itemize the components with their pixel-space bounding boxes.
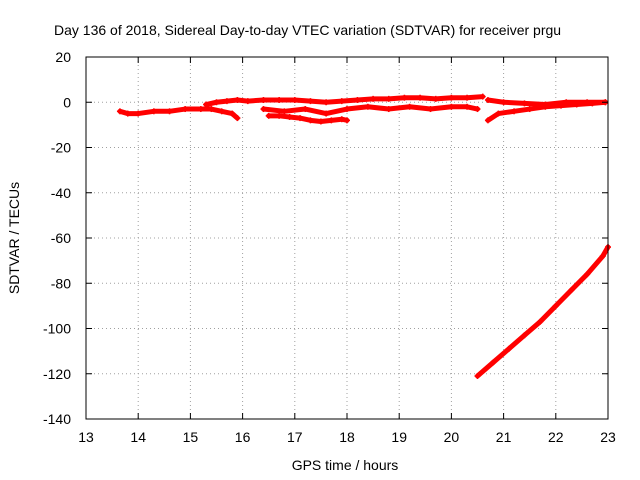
y-tick-label: -100 (43, 321, 71, 337)
data-trace (386, 104, 413, 112)
x-tick-label: 15 (183, 429, 199, 445)
data-trace (260, 106, 287, 114)
x-tick-label: 22 (548, 429, 564, 445)
data-trace (553, 287, 574, 309)
x-tick-label: 20 (444, 429, 460, 445)
axis-ticks: 13 14 15 16 17 18 19 20 21 22 23 -140 -120 -100 -80 -60… (43, 49, 616, 445)
data-trace (501, 99, 527, 106)
x-axis-label: GPS time / hours (292, 457, 399, 473)
x-tick-label: 21 (496, 429, 512, 445)
data-points (116, 93, 611, 380)
x-tick-label: 17 (287, 429, 303, 445)
x-tick-label: 18 (339, 429, 355, 445)
data-trace (542, 99, 569, 108)
y-tick-label: -20 (51, 140, 71, 156)
y-tick-label: -120 (43, 366, 71, 382)
x-tick-label: 14 (130, 429, 146, 445)
data-trace (229, 111, 240, 121)
y-tick-label: -80 (51, 275, 71, 291)
chart-title: Day 136 of 2018, Sidereal Day-to-day VTE… (54, 22, 561, 38)
data-trace (521, 319, 543, 338)
data-trace (344, 104, 371, 112)
y-tick-label: 20 (55, 49, 71, 65)
data-trace (302, 106, 329, 117)
data-trace (365, 104, 392, 112)
y-tick-label: -140 (43, 411, 71, 427)
data-trace (600, 244, 611, 259)
x-tick-label: 13 (78, 429, 94, 445)
x-tick-label: 16 (235, 429, 251, 445)
y-tick-label: -40 (51, 185, 71, 201)
x-tick-label: 19 (391, 429, 407, 445)
data-trace (506, 332, 527, 352)
data-trace (568, 271, 590, 293)
data-trace (537, 303, 559, 325)
data-trace (475, 359, 496, 379)
data-trace (407, 104, 434, 112)
data-trace (281, 106, 308, 114)
data-trace (521, 100, 548, 108)
data-trace (584, 253, 606, 277)
y-tick-label: 0 (63, 94, 71, 110)
x-tick-label: 23 (600, 429, 616, 445)
y-tick-label: -60 (51, 230, 71, 246)
y-axis-label: SDTVAR / TECUs (6, 182, 22, 294)
data-trace (323, 106, 350, 117)
data-trace (428, 104, 454, 112)
data-trace (490, 346, 512, 365)
